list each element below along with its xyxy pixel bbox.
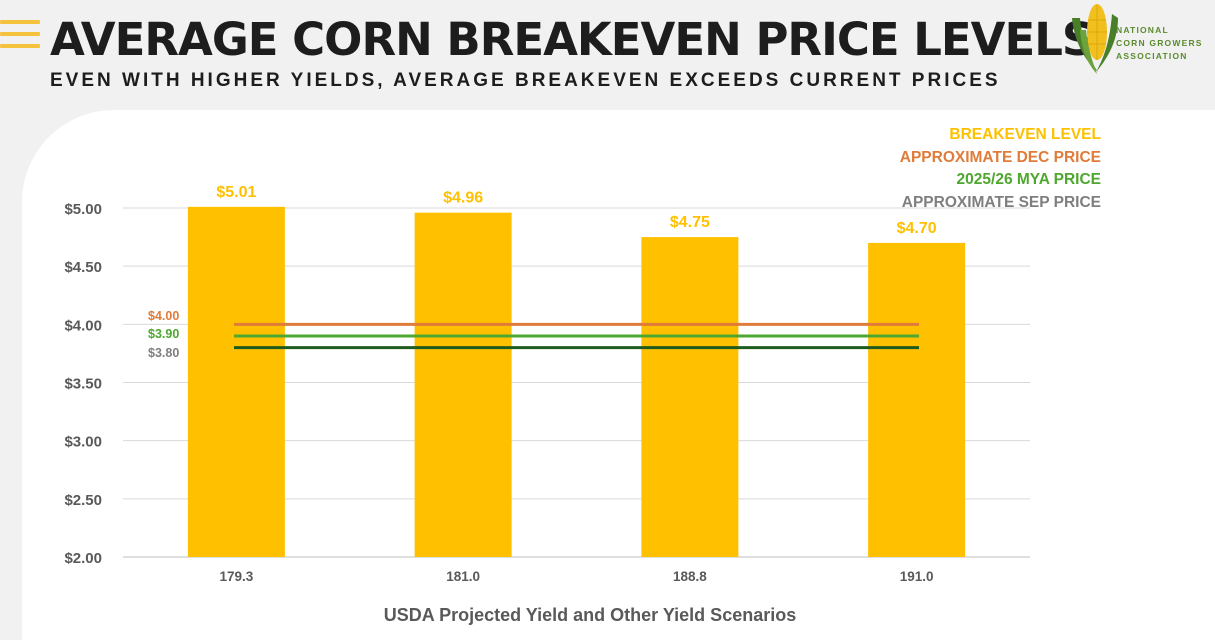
ncga-logo: NATIONAL CORN GROWERS ASSOCIATION (1072, 4, 1203, 74)
x-tick-label: 179.3 (219, 569, 253, 584)
x-tick-label: 181.0 (446, 569, 480, 584)
bar (868, 242, 966, 557)
logo-line-1: NATIONAL (1116, 25, 1169, 35)
bar-data-label: $4.70 (897, 220, 937, 237)
bar-data-label: $4.96 (443, 190, 483, 207)
x-axis-title: USDA Projected Yield and Other Yield Sce… (384, 605, 796, 625)
chart-legend: BREAKEVEN LEVEL APPROXIMATE DEC PRICE 20… (900, 124, 1101, 214)
y-tick-label: $3.50 (64, 376, 102, 393)
corn-cob-icon (1072, 4, 1118, 74)
bar-data-label: $5.01 (216, 184, 256, 201)
legend-item-mya-price: 2025/26 MYA PRICE (956, 171, 1101, 188)
bar (641, 237, 739, 558)
page-subtitle: EVEN WITH HIGHER YIELDS, AVERAGE BREAKEV… (50, 70, 1001, 91)
page-title: AVERAGE CORN BREAKEVEN PRICE LEVELS (50, 13, 1094, 66)
accent-stripes (0, 20, 40, 56)
y-tick-label: $4.00 (64, 317, 102, 334)
legend-item-sep-price: APPROXIMATE SEP PRICE (901, 193, 1101, 211)
x-tick-label: 188.8 (673, 569, 707, 584)
bar (414, 212, 512, 558)
y-tick-label: $4.50 (64, 259, 102, 276)
y-tick-label: $5.00 (64, 201, 102, 218)
y-tick-label: $3.00 (64, 434, 102, 451)
bar-data-label: $4.75 (670, 214, 710, 231)
reference-line-label: $3.80 (148, 346, 179, 360)
reference-line-label: $4.00 (148, 309, 179, 323)
x-tick-label: 191.0 (900, 569, 934, 584)
reference-line-label: $3.90 (148, 327, 179, 341)
y-tick-label: $2.50 (64, 492, 102, 509)
bar (187, 206, 285, 557)
bar-chart: $2.00 $2.50 $3.00 $3.50 $4.00 $4.50 $5.00 $5.01… (64, 184, 1030, 625)
logo-line-3: ASSOCIATION (1116, 51, 1188, 61)
legend-item-dec-price: APPROXIMATE DEC PRICE (899, 148, 1101, 166)
legend-item-breakeven: BREAKEVEN LEVEL (949, 126, 1101, 143)
logo-line-2: CORN GROWERS (1116, 38, 1203, 48)
y-tick-label: $2.00 (64, 550, 102, 567)
